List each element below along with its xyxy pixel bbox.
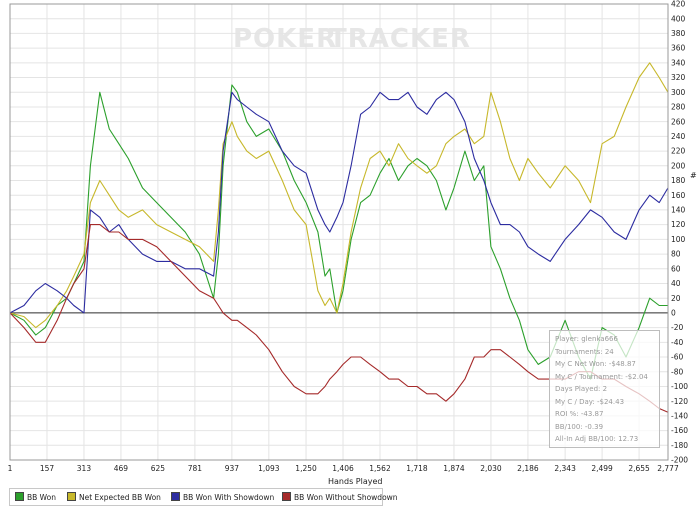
- y-tick-label: 60: [671, 264, 681, 273]
- stat-roi: ROI %: -43.87: [555, 410, 604, 418]
- y-tick-label: 380: [671, 29, 686, 38]
- y-tick-label: 140: [671, 206, 686, 215]
- y-tick-label: 0: [671, 309, 676, 318]
- x-tick-label: 625: [151, 464, 166, 473]
- y-tick-label: -180: [671, 441, 688, 450]
- legend-swatch-without-showdown: [282, 492, 291, 501]
- x-tick-label: 2,777: [657, 464, 679, 473]
- x-tick-label: 1,718: [406, 464, 428, 473]
- y-tick-label: 360: [671, 44, 686, 53]
- y-tick-label: 280: [671, 103, 686, 112]
- legend-label-bb-won: BB Won: [27, 493, 56, 502]
- y-tick-label: -100: [671, 382, 688, 391]
- x-tick-label: 1,250: [295, 464, 317, 473]
- stat-per-day: My C / Day: -$24.43: [555, 397, 625, 406]
- legend-swatch-bb-won: [15, 492, 24, 501]
- x-tick-label: 1: [8, 464, 13, 473]
- series-line-3: [9, 224, 669, 413]
- y-tick-label: -80: [671, 367, 683, 376]
- x-tick-label: 1,874: [443, 464, 465, 473]
- stat-allin-adj-bb-100: All-In Adj BB/100: 12.73: [555, 435, 639, 443]
- legend-item-without-showdown: BB Won Without Showdown: [282, 492, 398, 502]
- watermark-right: TRACKER: [329, 24, 471, 54]
- y-axis-title: #: [690, 171, 697, 180]
- y-tick-label: 400: [671, 14, 686, 23]
- y-tick-label: 300: [671, 88, 686, 97]
- y-tick-label: 420: [671, 0, 686, 9]
- stat-player: Player: glenka666: [555, 335, 618, 343]
- y-tick-label: 320: [671, 73, 686, 82]
- y-tick-label: -120: [671, 397, 688, 406]
- y-tick-label: 200: [671, 161, 686, 170]
- x-tick-label: 2,186: [517, 464, 539, 473]
- legend-item-net-expected: Net Expected BB Won: [67, 492, 161, 502]
- stat-days-played: Days Played: 2: [555, 385, 608, 393]
- y-tick-label: 120: [671, 220, 686, 229]
- y-tick-label: 180: [671, 176, 686, 185]
- stat-per-tournament: My C / Tournament: -$2.04: [555, 372, 648, 381]
- y-tick-label: 260: [671, 117, 686, 126]
- watermark-left: POKER: [233, 24, 337, 54]
- y-tick-label: -20: [671, 323, 683, 332]
- y-tick-label: 20: [671, 294, 681, 303]
- x-tick-label: 313: [77, 464, 92, 473]
- x-tick-label: 1,093: [258, 464, 280, 473]
- plot-frame: [9, 3, 669, 461]
- x-tick-label: 157: [40, 464, 55, 473]
- x-tick-label: 2,499: [591, 464, 613, 473]
- y-tick-label: 340: [671, 58, 686, 67]
- y-tick-label: 160: [671, 191, 686, 200]
- legend-label-with-showdown: BB Won With Showdown: [183, 493, 275, 502]
- legend-swatch-with-showdown: [171, 492, 180, 501]
- y-tick-label: -160: [671, 426, 688, 435]
- legend-item-bb-won: BB Won: [15, 492, 56, 502]
- y-tick-label: -140: [671, 411, 688, 420]
- y-tick-label: -40: [671, 338, 683, 347]
- stat-net-won: My C Net Won: -$48.87: [555, 360, 636, 368]
- y-tick-label: -200: [671, 456, 688, 465]
- series-line-1: [9, 62, 669, 329]
- stat-bb-100: BB/100: -0.39: [555, 422, 604, 431]
- y-tick-label: 40: [671, 279, 681, 288]
- x-tick-label: 2,343: [554, 464, 576, 473]
- x-axis-title: Hands Played: [328, 477, 382, 486]
- y-tick-label: 100: [671, 235, 686, 244]
- y-tick-labels: -200-180-160-140-120-100-80-60-40-200204…: [671, 0, 688, 465]
- legend-label-net-expected: Net Expected BB Won: [79, 493, 161, 502]
- x-tick-labels: 1 157 313 469 625 781 937 1,093 1,250 1,406 1,562 1…: [8, 464, 679, 473]
- y-tick-label: 240: [671, 132, 686, 141]
- x-tick-label: 1,406: [332, 464, 354, 473]
- y-tick-label: -60: [671, 353, 683, 362]
- series-line-2: [9, 91, 669, 314]
- legend-swatch-net-expected: [67, 492, 76, 501]
- x-tick-label: 469: [114, 464, 129, 473]
- y-tick-label: 220: [671, 147, 686, 156]
- stats-box: Player: glenka666 Tournaments: 24 My C N…: [549, 330, 660, 448]
- x-tick-label: 937: [225, 464, 240, 473]
- x-tick-label: 781: [188, 464, 203, 473]
- x-tick-label: 1,562: [369, 464, 391, 473]
- x-tick-label: 2,030: [480, 464, 502, 473]
- legend-label-without-showdown: BB Won Without Showdown: [294, 493, 398, 502]
- series-line-0: [9, 84, 668, 380]
- legend: BB Won Net Expected BB Won BB Won With S…: [9, 488, 398, 506]
- y-tick-label: 80: [671, 250, 681, 259]
- stat-tournaments: Tournaments: 24: [555, 347, 614, 356]
- series-group: [9, 62, 669, 413]
- legend-item-with-showdown: BB Won With Showdown: [171, 492, 274, 502]
- x-tick-label: 2,655: [628, 464, 650, 473]
